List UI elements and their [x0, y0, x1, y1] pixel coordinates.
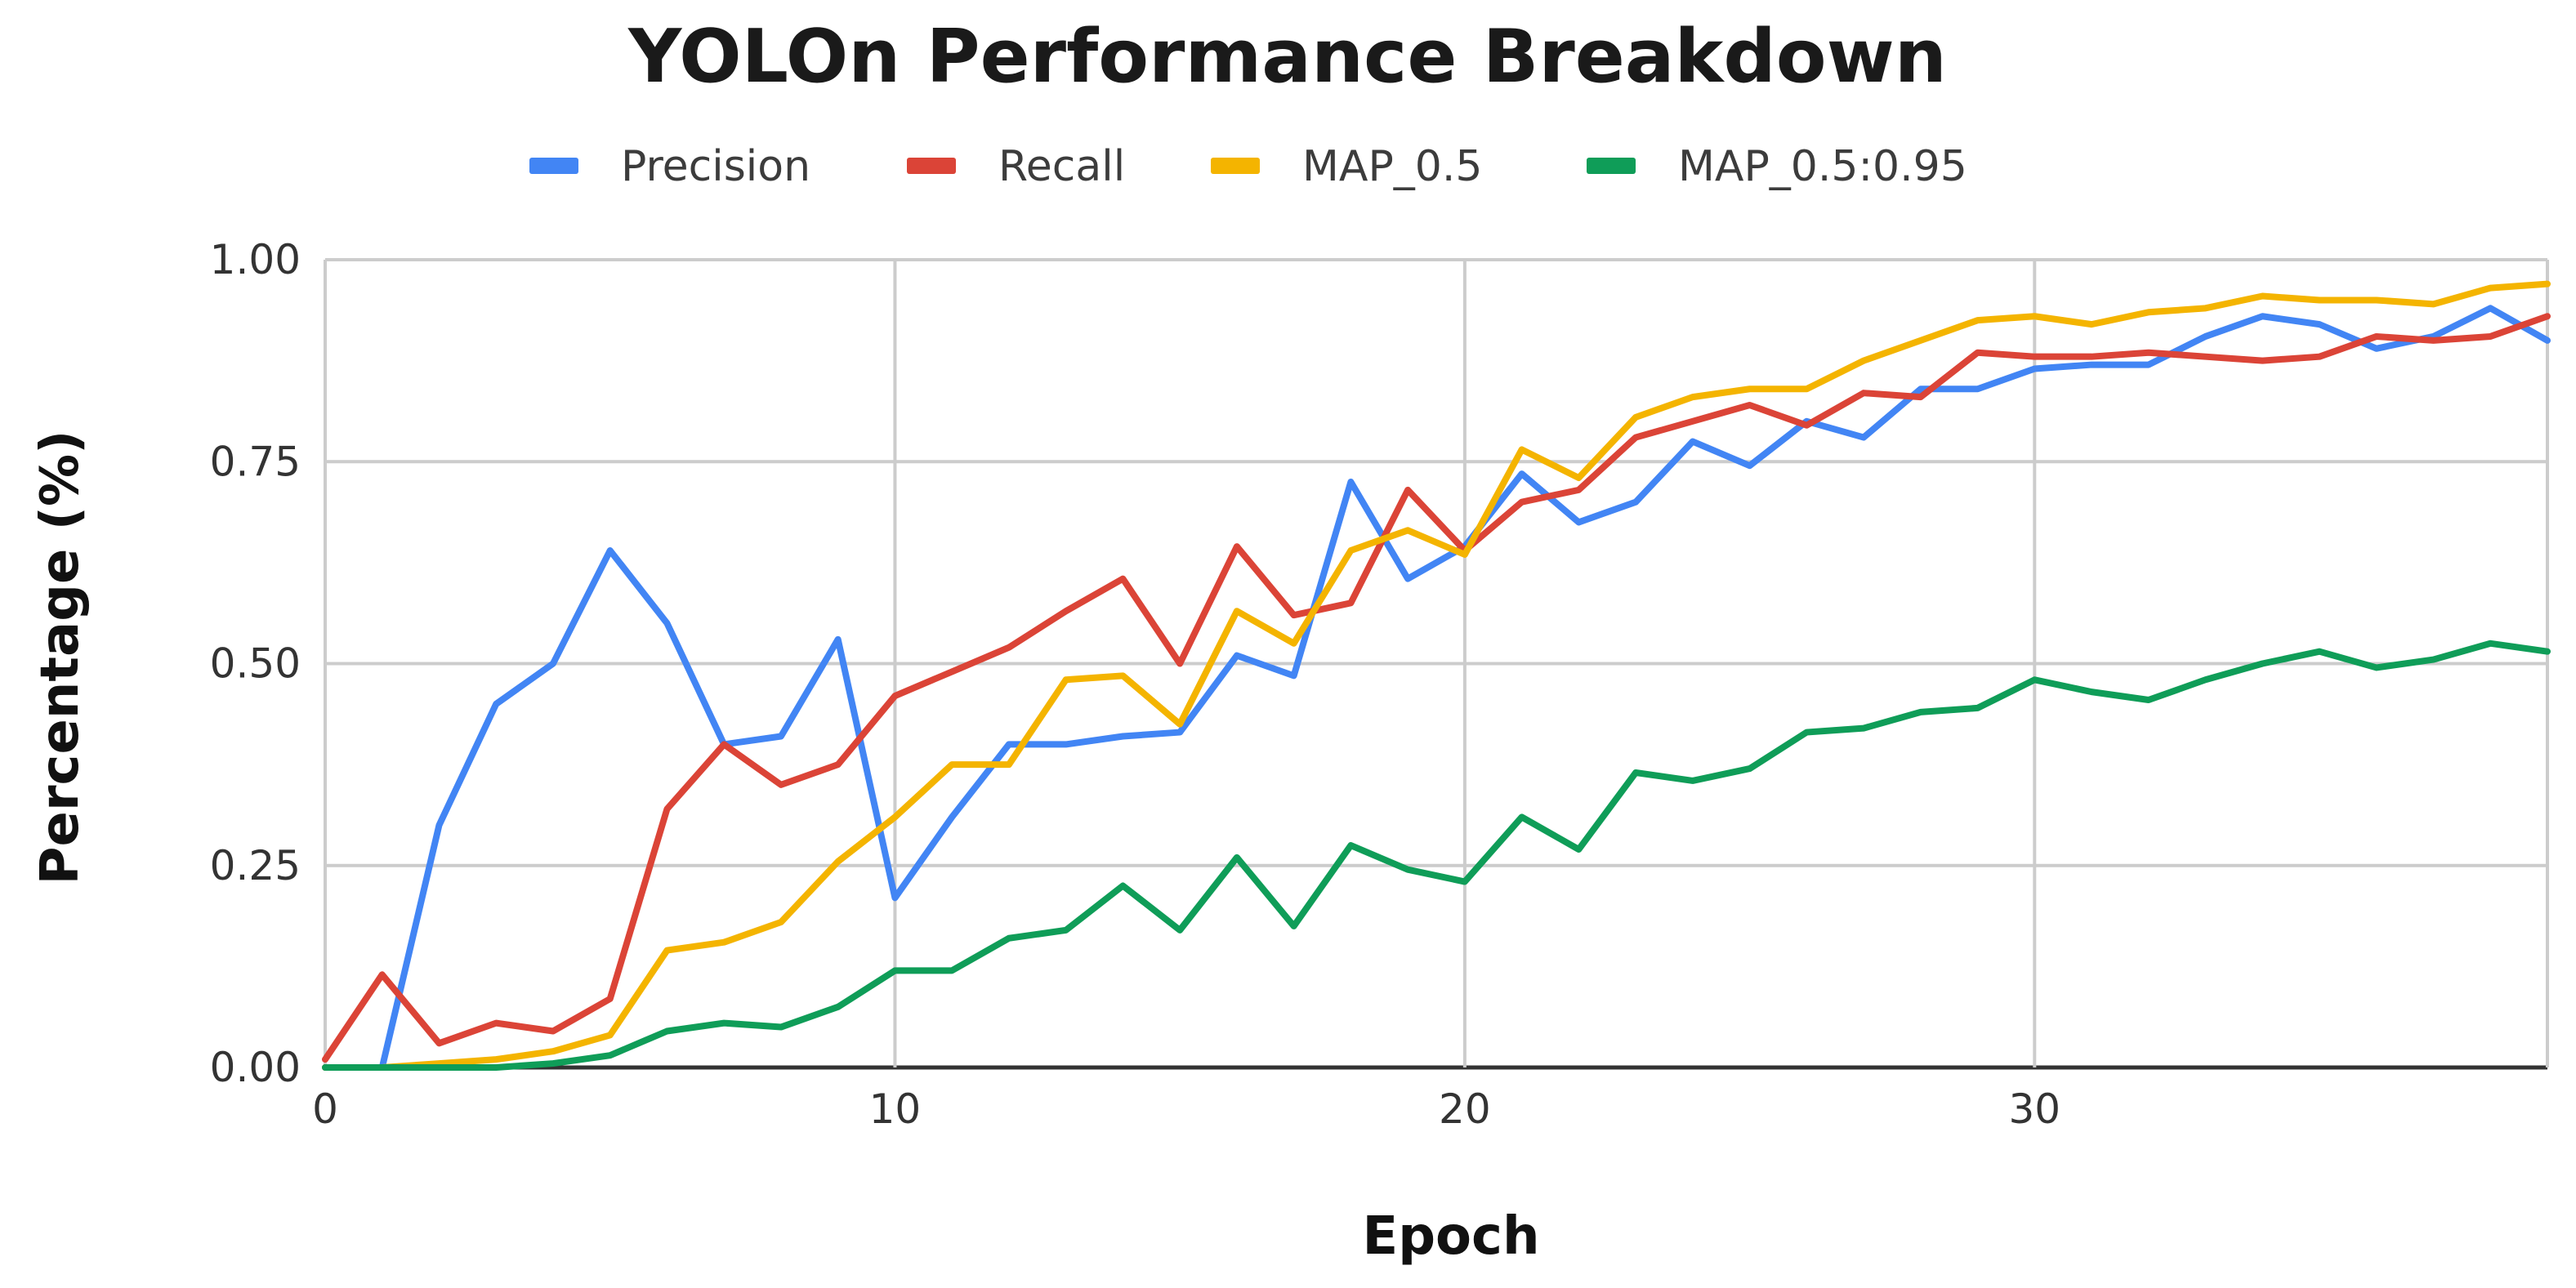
series-lines	[322, 280, 2551, 1071]
legend-swatch	[1211, 158, 1260, 174]
x-tick-label: 10	[869, 1085, 922, 1133]
y-tick-label: 0.75	[210, 438, 301, 485]
y-tick-label: 0.25	[210, 842, 301, 889]
x-axis-title: Epoch	[1363, 1206, 1540, 1267]
legend-swatch	[529, 158, 578, 174]
y-tick-label: 1.00	[210, 236, 301, 283]
x-tick-label: 0	[312, 1085, 338, 1133]
legend-label: Recall	[998, 142, 1125, 191]
legend-label: MAP_0.5	[1302, 142, 1483, 191]
legend: Precision Recall MAP_0.5 MAP_0.5:0.95	[529, 142, 1967, 191]
x-tick-label: 30	[2008, 1085, 2060, 1133]
grid	[324, 258, 2549, 1070]
x-axis-ticks: 0 10 20 30	[312, 1085, 2060, 1133]
legend-label: Precision	[621, 142, 810, 191]
y-tick-label: 0.00	[210, 1044, 301, 1091]
series-line-2	[322, 313, 2551, 1063]
series-line-1	[322, 305, 2551, 1071]
legend-swatch	[907, 158, 956, 174]
legend-label: MAP_0.5:0.95	[1678, 142, 1967, 191]
y-axis-title: Percentage (%)	[30, 430, 91, 885]
y-tick-label: 0.50	[210, 640, 301, 688]
series-line-4	[322, 640, 2551, 1071]
chart-title: YOLOn Performance Breakdown	[627, 14, 1947, 100]
y-axis-ticks: 0.00 0.25 0.50 0.75 1.00	[210, 236, 301, 1091]
legend-swatch	[1587, 158, 1636, 174]
series-line-3	[322, 280, 2551, 1071]
x-tick-label: 20	[1439, 1085, 1491, 1133]
